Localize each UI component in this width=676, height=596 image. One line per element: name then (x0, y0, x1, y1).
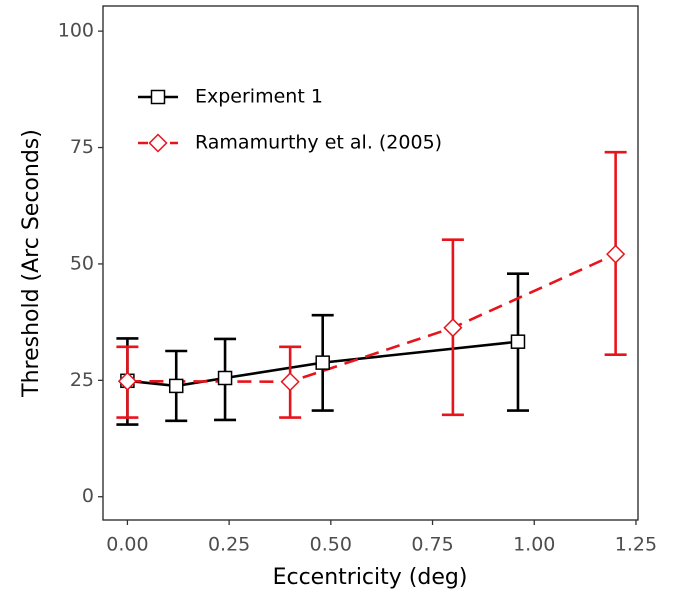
data-point (117, 371, 137, 391)
data-point (315, 355, 330, 370)
series-line (127, 252, 617, 384)
x-tick-label: 1.25 (615, 534, 657, 556)
data-point (217, 370, 233, 386)
plot-border (102, 5, 639, 521)
legend-marker (150, 89, 166, 105)
x-tick-label: 1.00 (513, 534, 555, 556)
y-tick-label: 75 (70, 136, 94, 158)
y-tick-label: 100 (58, 20, 94, 42)
data-point (510, 334, 526, 349)
legend-text: Experiment 1 (195, 86, 323, 108)
legend-marker (148, 133, 168, 153)
y-tick-label: 0 (82, 485, 94, 507)
data-point (168, 378, 184, 394)
x-axis-title: Eccentricity (deg) (273, 565, 468, 590)
legend-text: Ramamurthy et al. (2005) (195, 132, 442, 154)
data-point (606, 244, 626, 264)
x-tick-label: 0.50 (310, 534, 352, 556)
y-axis-title: Threshold (Arc Seconds) (19, 129, 44, 398)
x-tick-label: 0.00 (106, 534, 148, 556)
x-tick-label: 0.75 (411, 534, 453, 556)
data-point (280, 372, 300, 392)
data-point (443, 318, 463, 338)
y-tick-label: 50 (70, 252, 94, 274)
y-tick-label: 25 (70, 369, 94, 391)
x-tick-label: 0.25 (208, 534, 250, 556)
